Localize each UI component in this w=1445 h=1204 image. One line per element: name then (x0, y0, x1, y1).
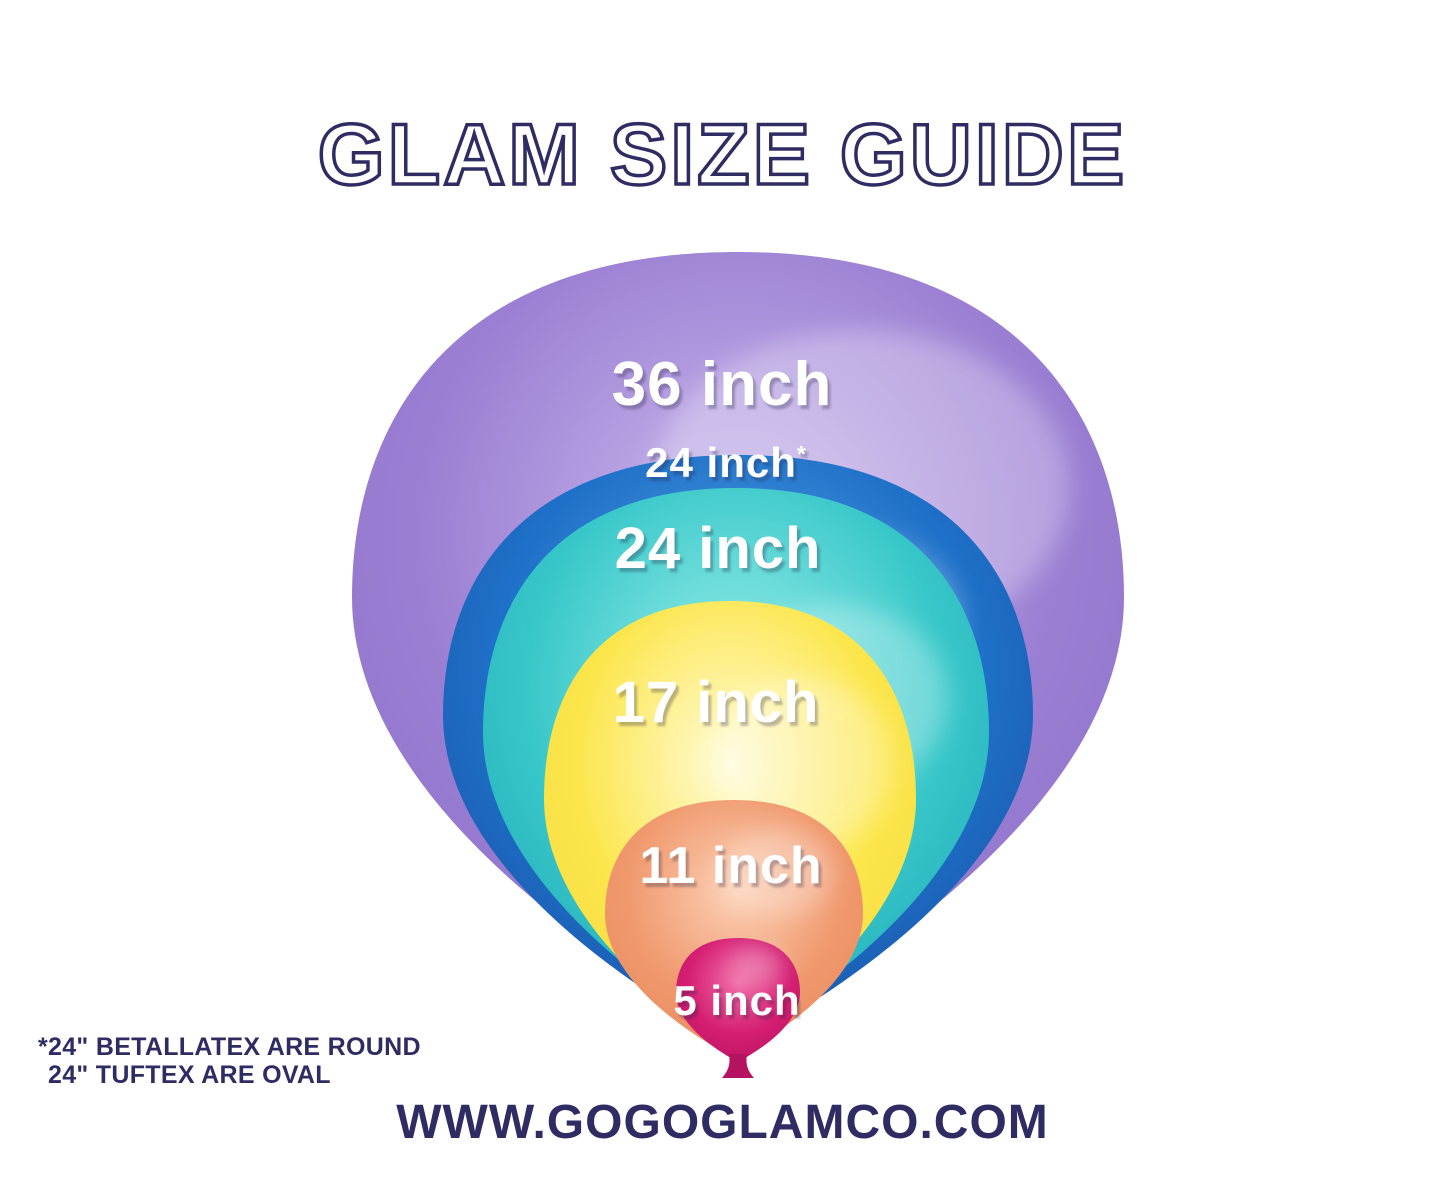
website-url: WWW.GOGOGLAMCO.COM (396, 1096, 1049, 1149)
balloon-knot-5-inch (722, 1054, 754, 1078)
footnote: *24" BETALLATEX ARE ROUND 24" TUFTEX ARE… (38, 1033, 421, 1089)
balloon-highlight-11-inch (721, 828, 835, 917)
footnote-line-1: *24" BETALLATEX ARE ROUND (38, 1033, 421, 1061)
footnote-line-2: 24" TUFTEX ARE OVAL (48, 1061, 331, 1089)
page-title: GLAM SIZE GUIDE (316, 107, 1128, 203)
balloon-highlight-5-inch (730, 945, 786, 986)
